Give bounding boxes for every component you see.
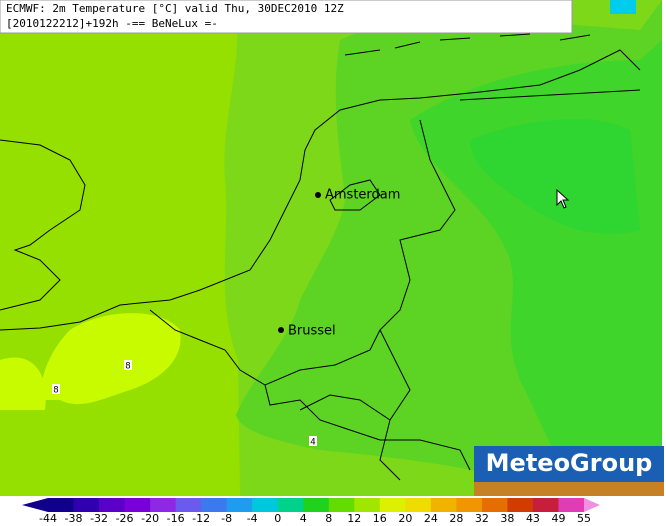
border	[149, 309, 471, 471]
contour-label-box	[309, 436, 317, 446]
contour-label: 4	[310, 438, 315, 448]
header-line: ECMWF: 2m Temperature [°C] valid Thu, 30…	[6, 2, 344, 15]
colorbar-segment	[48, 498, 75, 512]
contour-label-box	[124, 360, 132, 370]
colorbar-segment	[303, 498, 330, 512]
colorbar-arrow	[584, 498, 600, 512]
colorbar-tick-label: 16	[373, 512, 387, 525]
colorbar-tick-label: 20	[398, 512, 412, 525]
header-line: [2010122212]+192h -== BeNeLux =-	[6, 17, 218, 30]
colorbar-tick-label: 43	[526, 512, 540, 525]
colorbar-segment	[456, 498, 483, 512]
border	[299, 89, 641, 421]
colorbar-segment	[252, 498, 279, 512]
colorbar-segment	[150, 498, 177, 512]
colorbar-segment	[507, 498, 534, 512]
colorbar-segment	[328, 498, 355, 512]
colorbar-segment	[532, 498, 559, 512]
colorbar-segment	[277, 498, 304, 512]
colorbar-segment	[558, 498, 585, 512]
contour-label: 8	[125, 362, 130, 372]
colorbar-tick-label: 24	[424, 512, 438, 525]
colorbar-segment	[481, 498, 508, 512]
colorbar-tick-label: 32	[475, 512, 489, 525]
cursor	[556, 188, 570, 209]
colorbar-tick-label: -38	[65, 512, 83, 525]
map: Amsterdam Brussel 8 8 4	[0, 0, 662, 496]
colorbar-tick-label: 12	[347, 512, 361, 525]
zone-coldest	[470, 119, 640, 234]
logo-stripe	[474, 482, 664, 496]
contour-label-box	[52, 384, 60, 394]
colorbar-tick-label: -8	[221, 512, 232, 525]
colorbar-segment	[201, 498, 228, 512]
colorbar-tick-label: 0	[274, 512, 281, 525]
colorbar-tick-label: 4	[300, 512, 307, 525]
header-box	[0, 0, 573, 34]
colorbar-segment	[430, 498, 457, 512]
colorbar-tick-label: -32	[90, 512, 108, 525]
colorbar-tick-label: -44	[39, 512, 57, 525]
colorbar: -44 -38 -32 -26 -20 -16 -12 -8 -4 0 4 8 12 16 20 24 28 32…	[22, 498, 600, 525]
colorbar-arrow	[22, 498, 48, 512]
contour-label: 8	[53, 386, 58, 396]
colorbar-tick-label: -20	[141, 512, 159, 525]
city-label: Brussel	[288, 324, 336, 339]
coastline	[0, 49, 641, 331]
city-label: Amsterdam	[325, 188, 400, 203]
zone-warmest	[40, 313, 181, 405]
colorbar-tick-label: -16	[167, 512, 185, 525]
islands	[344, 33, 591, 56]
city-dot	[278, 327, 284, 333]
colorbar-tick-label: 38	[500, 512, 514, 525]
colorbar-segment	[124, 498, 151, 512]
colorbar-segment	[99, 498, 126, 512]
colorbar-tick-label: -12	[192, 512, 210, 525]
colorbar-tick-label: 8	[325, 512, 332, 525]
colorbar-tick-label: -4	[247, 512, 258, 525]
coastline	[0, 139, 86, 311]
colorbar-segment	[354, 498, 381, 512]
colorbar-tick-label: 28	[449, 512, 463, 525]
colorbar-segment	[175, 498, 202, 512]
colorbar-segment	[226, 498, 253, 512]
logo-text: MeteoGroup	[486, 449, 653, 477]
colorbar-segment	[405, 498, 432, 512]
colorbar-tick-label: -26	[116, 512, 134, 525]
lake	[329, 179, 381, 211]
colorbar-tick-label: 49	[551, 512, 565, 525]
colorbar-segment	[73, 498, 100, 512]
colorbar-segment	[379, 498, 406, 512]
zone-warmest	[0, 357, 46, 410]
cold-spot	[610, 0, 636, 14]
colorbar-tick-label: 55	[577, 512, 591, 525]
city-dot	[315, 192, 321, 198]
